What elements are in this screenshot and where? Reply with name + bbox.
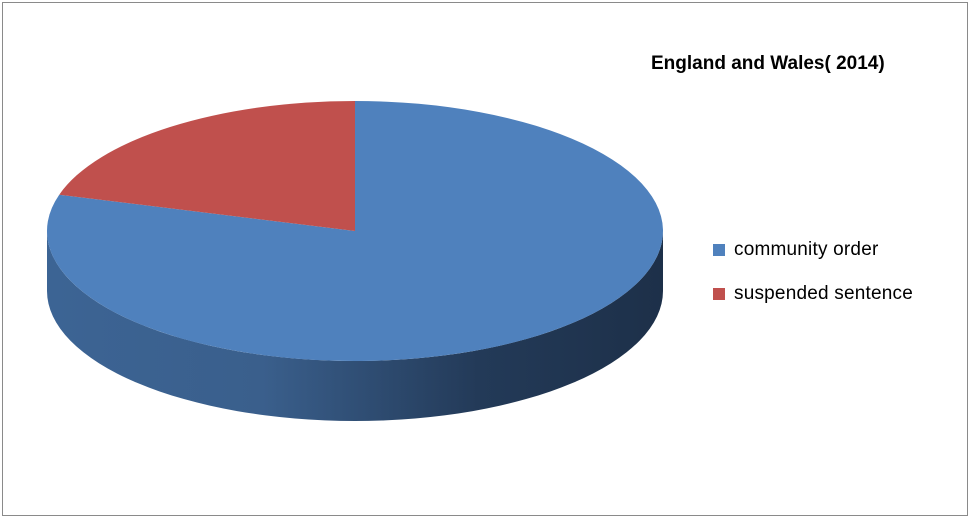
pie-slice-community-order bbox=[46, 101, 664, 361]
pie-slice-suspended-sentence bbox=[59, 101, 355, 231]
chart-area: England and Wales( 2014) community order… bbox=[2, 2, 968, 516]
pie-chart bbox=[46, 101, 664, 421]
legend-swatch-community-order bbox=[713, 243, 725, 256]
legend: community order suspended sentence bbox=[713, 236, 913, 324]
legend-swatch-suspended-sentence bbox=[713, 287, 725, 300]
legend-label-community-order: community order bbox=[734, 238, 879, 260]
legend-entry-suspended-sentence: suspended sentence bbox=[713, 280, 913, 307]
chart-title: England and Wales( 2014) bbox=[651, 53, 885, 74]
legend-entry-community-order: community order bbox=[713, 236, 913, 263]
pie-side-community-order bbox=[47, 231, 663, 421]
legend-label-suspended-sentence: suspended sentence bbox=[734, 282, 913, 304]
